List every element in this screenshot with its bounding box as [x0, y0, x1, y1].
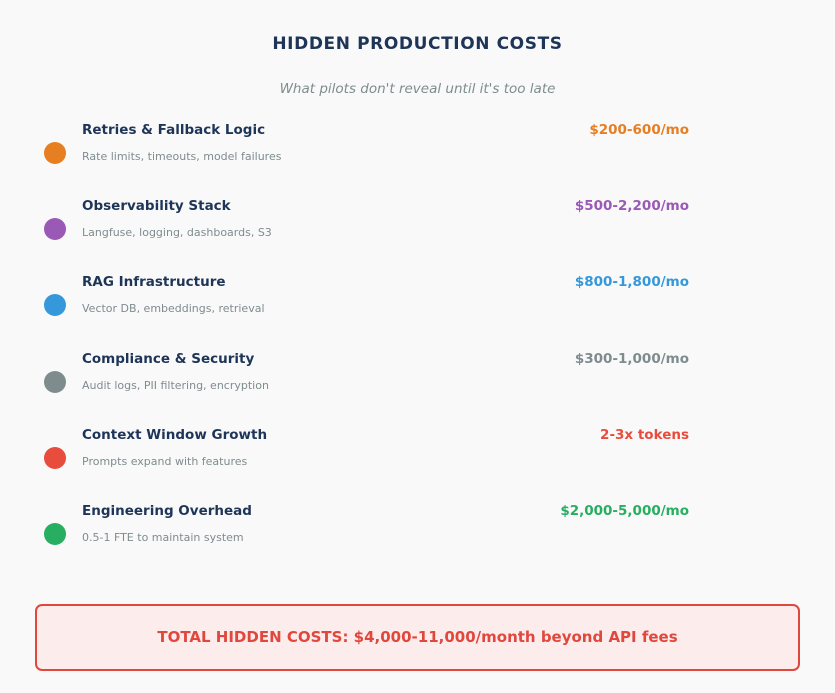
cost-item-dot — [44, 371, 66, 393]
cost-item-description: Audit logs, PII filtering, encryption — [82, 379, 269, 392]
cost-item-description: Prompts expand with features — [82, 455, 248, 468]
cost-item-description: Rate limits, timeouts, model failures — [82, 150, 282, 163]
cost-item-name: RAG Infrastructure — [82, 274, 226, 290]
cost-item-cost: $300-1,000/mo — [574, 351, 689, 367]
cost-item-name: Compliance & Security — [82, 351, 255, 367]
cost-item-description: 0.5-1 FTE to maintain system — [82, 531, 244, 544]
diagram-title: HIDDEN PRODUCTION COSTS — [272, 34, 563, 54]
cost-item-name: Observability Stack — [82, 198, 231, 214]
cost-item-cost: $2,000-5,000/mo — [560, 503, 689, 519]
cost-item-cost: $200-600/mo — [589, 122, 689, 138]
cost-item: Observability Stack Langfuse, logging, d… — [0, 198, 835, 278]
cost-item-name: Engineering Overhead — [82, 503, 252, 519]
cost-item: Engineering Overhead 0.5-1 FTE to mainta… — [0, 503, 835, 583]
cost-item-dot — [44, 447, 66, 469]
cost-item-cost: $800-1,800/mo — [574, 274, 689, 290]
cost-item: Context Window Growth Prompts expand wit… — [0, 427, 835, 507]
cost-item-dot — [44, 523, 66, 545]
cost-item-description: Vector DB, embeddings, retrieval — [82, 302, 265, 315]
cost-item-description: Langfuse, logging, dashboards, S3 — [82, 226, 272, 239]
total-text: TOTAL HIDDEN COSTS: $4,000-11,000/month … — [157, 628, 678, 646]
cost-item: Compliance & Security Audit logs, PII fi… — [0, 351, 835, 431]
cost-item-dot — [44, 218, 66, 240]
cost-item-dot — [44, 142, 66, 164]
cost-item-cost: 2-3x tokens — [600, 427, 689, 443]
total-callout: TOTAL HIDDEN COSTS: $4,000-11,000/month … — [35, 604, 800, 671]
cost-item-list: Retries & Fallback Logic Rate limits, ti… — [0, 122, 835, 583]
cost-item-name: Retries & Fallback Logic — [82, 122, 266, 138]
cost-item-dot — [44, 294, 66, 316]
cost-item: Retries & Fallback Logic Rate limits, ti… — [0, 122, 835, 202]
diagram-subtitle: What pilots don't reveal until it's too … — [279, 81, 556, 97]
cost-item-cost: $500-2,200/mo — [574, 198, 689, 214]
cost-item-name: Context Window Growth — [82, 427, 268, 443]
cost-item: RAG Infrastructure Vector DB, embeddings… — [0, 274, 835, 354]
